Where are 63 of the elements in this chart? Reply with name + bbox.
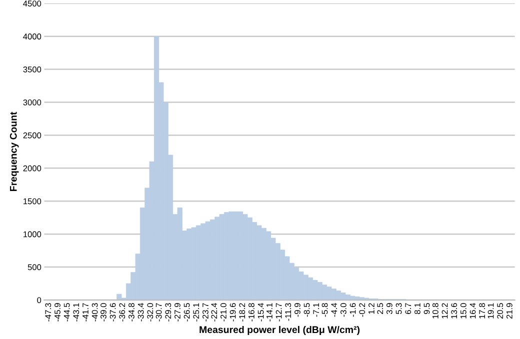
x-tick-label: -9.9 <box>294 303 300 317</box>
x-axis-title: Measured power level (dBμ W/cm²) <box>200 326 360 336</box>
y-axis-title: Frequency Count <box>10 112 19 192</box>
x-tick-label: -19.6 <box>230 303 236 322</box>
x-tick-label: 2.5 <box>377 303 384 314</box>
x-tick-label: -40.3 <box>92 303 98 322</box>
x-tick-label: 15.0 <box>460 303 466 318</box>
x-tick-label: -0.2 <box>359 303 366 317</box>
x-tick-label: 1.2 <box>368 303 374 314</box>
x-tick-label: 21.9 <box>506 303 512 319</box>
x-tick-label: -43.1 <box>73 303 80 322</box>
y-tick-label: 2000 <box>23 165 42 172</box>
x-tick-label: -47.3 <box>45 303 52 322</box>
x-tick-label: -37.6 <box>110 303 116 322</box>
x-tick-label: -23.7 <box>202 303 208 322</box>
x-tick-label: -25.1 <box>193 303 200 322</box>
x-tick-label: -18.2 <box>239 303 246 322</box>
x-tick-label: -45.9 <box>54 303 60 322</box>
x-tick-label: -22.4 <box>211 303 217 322</box>
x-tick-label: 3.9 <box>386 303 392 314</box>
x-tick-label: 6.7 <box>405 303 412 314</box>
x-tick-label: 13.6 <box>451 303 458 318</box>
x-tick-label: 20.5 <box>497 303 504 319</box>
x-tick-label: 16.4 <box>470 303 476 318</box>
x-tick-label: -30.7 <box>156 303 162 322</box>
x-tick-label: -16.8 <box>248 303 254 322</box>
x-tick-label: -36.2 <box>119 303 126 322</box>
y-tick-label: 4000 <box>23 34 42 40</box>
x-tick-label: 8.1 <box>414 303 420 314</box>
x-tick-label: -8.5 <box>304 303 310 317</box>
x-tick-label: 19.1 <box>488 303 494 318</box>
y-tick-label: 1500 <box>24 198 42 204</box>
y-tick-label: 500 <box>28 264 42 270</box>
y-tick-label: 4500 <box>23 0 42 6</box>
x-tick-label: -41.7 <box>82 303 88 322</box>
x-tick-label: -32.0 <box>147 303 154 322</box>
x-tick-label: 10.8 <box>432 303 438 318</box>
y-tick-label: 3500 <box>23 66 42 72</box>
x-tick-label: -4.4 <box>331 303 337 317</box>
x-tick-label: -15.4 <box>258 303 264 322</box>
x-tick-label: -29.3 <box>165 303 172 322</box>
x-tick-label: 5.3 <box>396 303 402 314</box>
x-tick-label: -3.0 <box>340 303 346 317</box>
y-tick-label: 0 <box>37 297 42 304</box>
y-tick-label: 1000 <box>24 231 42 238</box>
x-tick-label: -14.1 <box>266 303 272 322</box>
y-tick-label: 2500 <box>23 132 42 138</box>
x-tick-label: -34.8 <box>128 303 134 322</box>
x-tick-label: -5.8 <box>322 303 328 317</box>
x-tick-label: 12.2 <box>442 303 448 318</box>
x-tick-label: -27.9 <box>174 303 180 322</box>
x-tick-label: -21.0 <box>220 303 226 322</box>
x-tick-label: -1.6 <box>350 303 356 317</box>
y-tick-label: 3000 <box>23 99 42 106</box>
x-tick-label: 9.5 <box>424 303 430 314</box>
x-tick-label: -12.7 <box>276 303 282 322</box>
x-tick-label: -7.1 <box>313 303 319 317</box>
x-tick-label: -33.4 <box>138 303 144 322</box>
x-tick-label: -26.5 <box>184 303 190 322</box>
x-tick-label: -11.3 <box>285 303 292 321</box>
x-tick-label: 17.8 <box>479 303 486 318</box>
x-tick-label: -39.0 <box>100 303 106 322</box>
x-tick-label: -44.5 <box>64 303 70 322</box>
